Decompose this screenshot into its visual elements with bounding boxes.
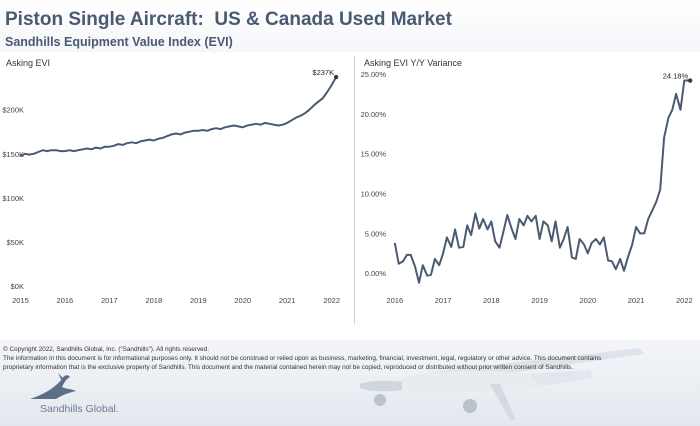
copyright-text: © Copyright 2022, Sandhills Global, Inc.… [3, 346, 210, 353]
x-tick-label: 2016 [57, 296, 74, 305]
header-band [0, 0, 700, 52]
end-value-label: 24.18% [663, 72, 689, 81]
left-chart-title: Asking EVI [6, 58, 51, 68]
disclaimer-text: The information in this document is for … [3, 355, 602, 371]
x-tick-label: 2015 [12, 296, 29, 305]
footer: © Copyright 2022, Sandhills Global, Inc.… [0, 340, 700, 426]
sandhills-logo-text: Sandhills Global. [40, 403, 119, 415]
x-tick-label: 2018 [483, 296, 500, 305]
x-tick-label: 2022 [323, 296, 340, 305]
airplane-image [360, 348, 644, 420]
x-tick-label: 2019 [190, 296, 207, 305]
y-tick-label: $200K [2, 106, 24, 115]
x-tick-label: 2016 [386, 296, 403, 305]
y-tick-label: 10.00% [361, 190, 387, 199]
x-tick-label: 2021 [628, 296, 645, 305]
y-tick-label: $100K [2, 194, 24, 203]
x-tick-label: 2020 [234, 296, 251, 305]
series-line [19, 76, 337, 158]
page-title: Piston Single Aircraft: US & Canada Used… [5, 9, 452, 30]
y-tick-label: 0.00% [365, 269, 387, 278]
x-tick-label: 2022 [676, 296, 693, 305]
y-tick-label: 25.00% [361, 70, 387, 79]
chart-divider [354, 56, 355, 324]
x-tick-label: 2017 [435, 296, 452, 305]
y-tick-label: 15.00% [361, 150, 387, 159]
x-tick-label: 2019 [531, 296, 548, 305]
x-tick-label: 2018 [145, 296, 162, 305]
end-point [687, 78, 693, 83]
sandhills-logo-icon [30, 373, 76, 399]
y-tick-label: $50K [6, 238, 24, 247]
series-line [393, 79, 691, 284]
x-tick-label: 2017 [101, 296, 118, 305]
y-tick-label: $0K [11, 282, 24, 291]
right-chart-title: Asking EVI Y/Y Variance [364, 58, 463, 68]
page-subtitle: Sandhills Equipment Value Index (EVI) [5, 35, 233, 49]
end-value-label: $237K [312, 68, 334, 77]
y-tick-label: 5.00% [365, 229, 387, 238]
asking-evi-chart: $0K $50K $100K $150K $200K 2015 2016 2017 2018 20… [2, 68, 340, 305]
end-point [333, 74, 339, 80]
x-tick-label: 2021 [279, 296, 296, 305]
y-tick-label: $150K [2, 150, 24, 159]
y-tick-label: 20.00% [361, 110, 387, 119]
asking-evi-yoy-chart: 0.00% 5.00% 10.00% 15.00% 20.00% 25.00% 2016 20… [361, 70, 693, 305]
x-tick-label: 2020 [579, 296, 596, 305]
